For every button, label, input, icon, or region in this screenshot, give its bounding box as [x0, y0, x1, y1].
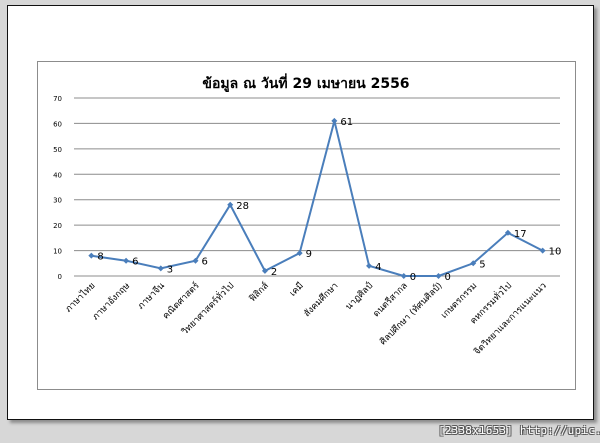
data-point — [192, 257, 199, 264]
data-label: 0 — [410, 272, 416, 283]
data-point — [400, 273, 407, 279]
gridlines — [74, 97, 560, 277]
x-tick-label: ศิลปศึกษา (ทัศนศิลป์) — [377, 280, 445, 348]
data-label: 6 — [202, 257, 208, 268]
y-tick-label: 60 — [53, 120, 62, 128]
data-label: 10 — [549, 247, 562, 258]
x-tick-label: ภาษาไทย — [63, 280, 97, 314]
data-label: 9 — [306, 249, 312, 260]
data-label: 4 — [375, 262, 381, 273]
chart-area: ข้อมูล ณ วันที่ 29 เมษายน 2556 0 10 20 30 40… — [37, 61, 576, 390]
x-tick-label: ภาษาจีน — [136, 280, 167, 311]
y-tick-label: 40 — [53, 171, 62, 179]
chart-title: ข้อมูล ณ วันที่ 29 เมษายน 2556 — [202, 73, 409, 92]
data-point — [261, 267, 268, 274]
data-point — [470, 260, 477, 267]
data-label: 0 — [445, 272, 451, 283]
line-chart: ข้อมูล ณ วันที่ 29 เมษายน 2556 010203040… — [53, 73, 561, 357]
data-label: 8 — [97, 252, 103, 263]
y-tick-label: 20 — [53, 222, 62, 230]
x-tick-label: สังคมศึกษา — [302, 280, 341, 319]
data-label: 6 — [132, 257, 138, 268]
x-tick-label: นาฏศิลป์ — [343, 279, 376, 312]
y-tick-label: 0 — [58, 273, 62, 281]
y-tick-label: 70 — [53, 95, 62, 103]
y-tick-label: 30 — [53, 197, 62, 205]
data-point — [435, 273, 442, 279]
x-tick-label: เคมี — [287, 280, 305, 298]
data-point — [539, 247, 546, 254]
data-point — [123, 257, 130, 264]
data-label: 2 — [271, 267, 277, 278]
data-point — [157, 265, 164, 272]
data-point — [296, 250, 303, 257]
data-label: 61 — [340, 117, 353, 128]
data-labels: 8 6 3 6 28 2 9 61 4 0 0 5 17 10 — [97, 117, 561, 283]
x-tick-label: จิตวิทยาและการแนะแนว — [472, 280, 549, 357]
x-tick-label: ภาษาอังกฤษ — [91, 281, 132, 322]
data-point — [88, 252, 95, 259]
data-point — [227, 201, 234, 208]
data-label: 3 — [167, 264, 173, 275]
y-tick-label: 10 — [53, 248, 62, 256]
data-point — [504, 229, 511, 236]
data-label: 5 — [479, 259, 485, 270]
data-point — [331, 117, 338, 124]
data-label: 17 — [514, 229, 527, 240]
image-frame: ข้อมูล ณ วันที่ 29 เมษายน 2556 0 10 20 30 40… — [7, 5, 594, 420]
watermark-text: [2338x1653] http://upic.me/ — [438, 424, 600, 437]
data-point — [366, 262, 373, 269]
data-label: 28 — [236, 201, 249, 212]
x-tick-label: ฟิสิกส์ — [246, 279, 271, 304]
y-axis-ticks: 0 10 20 30 40 50 60 70 — [53, 95, 62, 281]
y-tick-label: 50 — [53, 146, 62, 154]
data-points — [88, 117, 546, 279]
series-line — [91, 120, 544, 277]
